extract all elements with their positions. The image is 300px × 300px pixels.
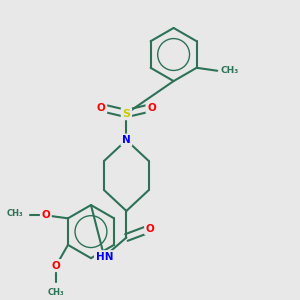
- Text: CH₃: CH₃: [48, 288, 64, 297]
- Text: S: S: [122, 109, 130, 118]
- Text: O: O: [52, 261, 61, 271]
- Text: CH₃: CH₃: [220, 66, 238, 75]
- Text: O: O: [97, 103, 106, 112]
- Text: O: O: [146, 224, 154, 234]
- Text: CH₃: CH₃: [7, 209, 24, 218]
- Text: O: O: [147, 103, 156, 112]
- Text: N: N: [122, 135, 131, 145]
- Text: HN: HN: [95, 252, 113, 262]
- Text: O: O: [41, 210, 50, 220]
